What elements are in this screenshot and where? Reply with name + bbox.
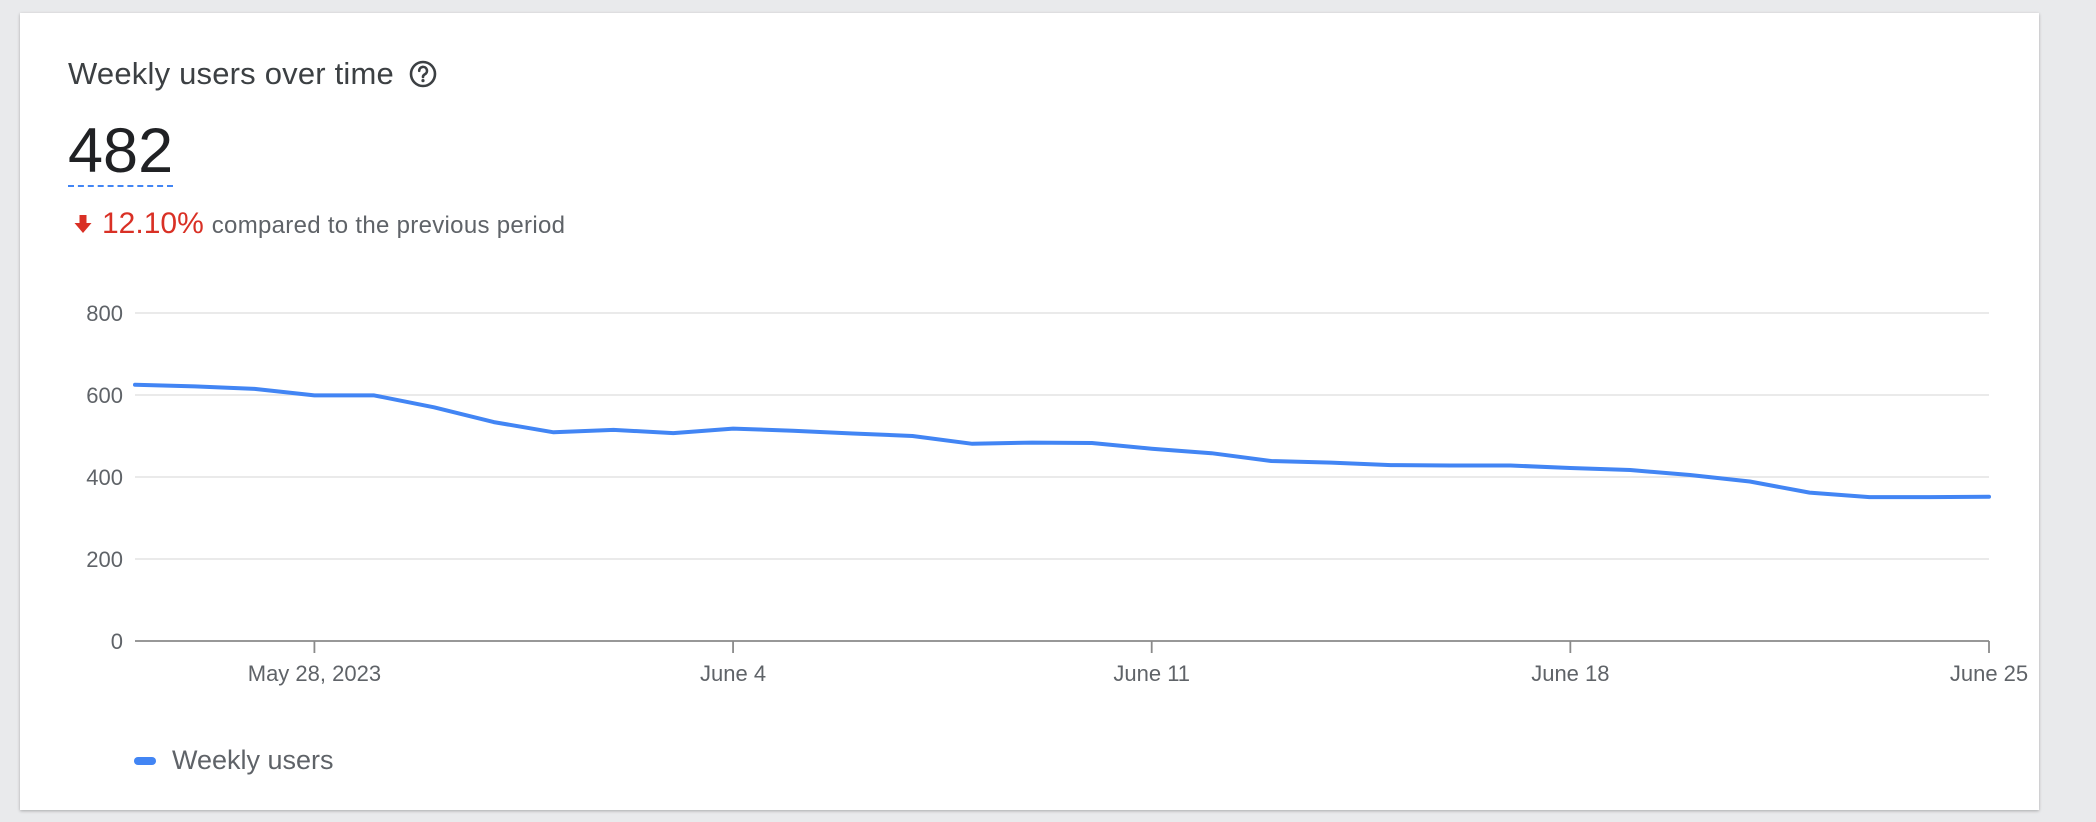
weekly-users-card: Weekly users over time 482 12.10% compar… <box>20 13 2039 810</box>
y-tick-label: 0 <box>111 629 123 654</box>
y-tick-label: 400 <box>86 465 123 490</box>
line-chart: 0 200 400 600 800 May 28, 2023 June 4 June 11 J… <box>86 301 2028 686</box>
change-text: compared to the previous period <box>211 212 566 239</box>
grid-lines <box>135 312 1989 560</box>
legend-label: Weekly users <box>172 745 334 775</box>
legend-swatch <box>134 756 156 765</box>
help-circle-icon[interactable] <box>408 59 438 89</box>
y-tick-label: 800 <box>86 301 123 326</box>
title-row: Weekly users over time <box>68 56 438 92</box>
chart-legend[interactable]: Weekly users <box>134 745 334 776</box>
x-tick-label: June 4 <box>700 661 766 686</box>
y-axis: 0 200 400 600 800 <box>86 301 123 654</box>
card-title: Weekly users over time <box>68 56 394 91</box>
arrow-down-icon <box>72 213 94 235</box>
x-tick-label: May 28, 2023 <box>248 661 381 686</box>
metric-value[interactable]: 482 <box>68 116 174 187</box>
y-tick-label: 600 <box>86 383 123 408</box>
change-row: 12.10% compared to the previous period <box>72 207 565 241</box>
card-header: Weekly users over time <box>68 56 438 92</box>
change-percent: 12.10% <box>102 207 204 240</box>
x-tick-label: June 11 <box>1113 661 1190 686</box>
x-tick-label: June 25 <box>1950 661 2028 686</box>
x-axis: May 28, 2023 June 4 June 11 June 18 June 25 <box>135 640 2028 686</box>
y-tick-label: 200 <box>86 547 123 572</box>
series-layer <box>133 382 1991 500</box>
series-line-weekly-users <box>133 382 1991 500</box>
x-tick-label: June 18 <box>1531 661 1609 686</box>
